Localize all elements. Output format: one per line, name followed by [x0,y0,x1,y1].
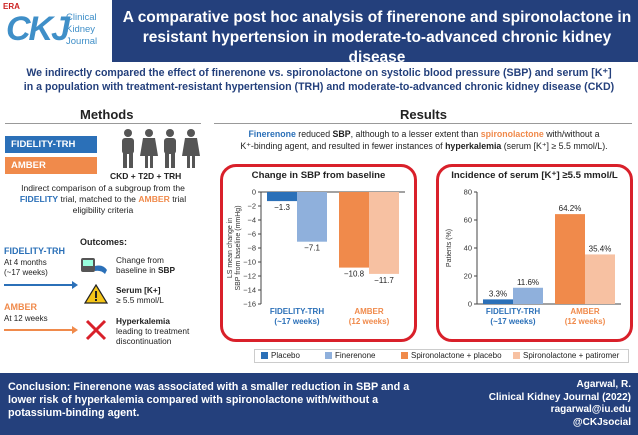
sbp-chart-y-tick-label: −6 [247,230,256,239]
results-divider [214,123,632,124]
footer-banner: Conclusion: Finerenone was associated wi… [0,373,638,435]
intro-text: We indirectly compared the effect of fin… [23,67,615,93]
potassium-chart: Patients (%) 0 20 40 60 80 3.3% 11.6% FIDELITY-T… [446,188,621,326]
era-logo-text: ERA [3,2,20,11]
journal-logo: ERA CKJ Clinical Kidney Journal [0,0,112,62]
timeline-fidelity-label: FIDELITY-TRH [4,246,65,256]
potassium-chart-data-label: 3.3% [489,289,507,298]
page-title: A comparative post hoc analysis of finer… [122,9,632,66]
social-handle-link[interactable]: @CKJsocial [572,416,631,428]
cross-icon [85,319,107,341]
potassium-chart-y-tick-label: 40 [464,244,472,253]
citation: Agarwal, R. Clinical Kidney Journal (202… [488,379,631,428]
methods-description: Indirect comparison of a subgroup from t… [19,183,187,215]
amber-arrow-icon [4,326,78,334]
sbp-chart-data-label: −11.7 [374,276,394,285]
potassium-chart-y-tick-label: 0 [468,300,472,309]
potassium-chart-bar [585,254,615,304]
potassium-chart-group-label: AMBER [570,307,600,316]
outcome-sbp: Change from baseline in SBP [116,255,176,275]
sbp-chart-bar [339,192,369,268]
sbp-chart-y-tick-label: −2 [247,202,256,211]
legend-swatch-spiro-patiromer [513,352,520,359]
header-banner: ERA CKJ Clinical Kidney Journal A compar… [0,0,638,66]
sbp-chart-data-label: −1.3 [274,203,290,212]
potassium-chart-y-tick-label: 80 [464,188,472,197]
potassium-chart-panel [436,164,633,342]
population-label: CKD + T2D + TRH [110,171,182,181]
timeline-fidelity-when: At 4 months (~17 weeks) [4,258,48,277]
potassium-chart-bar [513,287,543,304]
legend-swatch-finerenone [325,352,332,359]
sbp-chart-y-axis-label-line2: SBP from baseline (mmHg) [235,205,242,290]
sbp-chart-y-tick-label: −14 [243,286,256,295]
fidelity-trh-pill: FIDELITY-TRH [5,136,97,153]
legend-swatch-spiro-placebo [401,352,408,359]
sbp-chart-title: Change in SBP from baseline [251,170,386,181]
sbp-chart-bar [297,192,327,242]
blood-pressure-monitor-icon [81,258,107,274]
timeline-amber-when: At 12 weeks [4,314,48,323]
potassium-chart-data-label: 35.4% [589,244,612,253]
potassium-chart-group-label: FIDELITY-TRH [486,307,540,316]
sbp-chart-data-label: −10.8 [344,270,365,279]
potassium-chart-y-axis-label: Patients (%) [446,229,453,267]
sbp-chart-y-tick-label: −8 [247,244,256,253]
potassium-chart-group-sublabel: (12 weeks) [565,317,606,326]
sbp-chart-y-tick-label: −12 [243,272,256,281]
outcome-hyperkalemia: Hyperkalemia leading to treatment discon… [116,316,190,346]
outcome-serum-k: Serum [K+] ≥ 5.5 mmol/L [116,285,164,305]
amber-pill: AMBER [5,157,97,174]
author-email-link[interactable]: ragarwal@iu.edu [550,404,631,415]
sbp-chart-panel [220,164,417,342]
potassium-chart-bar [555,214,585,304]
legend-item-spiro-placebo: Spironolactone + placebo [401,350,502,362]
patient-silhouettes-icon [122,129,200,168]
sbp-chart-y-tick-label: 0 [252,188,256,197]
timeline-amber-label: AMBER [4,302,37,312]
sbp-chart: LS mean change inSBP from baseline (mmHg… [227,188,405,326]
sbp-chart-group-label: AMBER [354,307,384,316]
legend-swatch-placebo [261,352,268,359]
potassium-chart-y-tick-label: 20 [464,272,472,281]
ckj-logo-mark: CKJ [6,10,70,48]
potassium-chart-data-label: 11.6% [517,278,539,287]
legend-item-spiro-patiromer: Spironolactone + patiromer [513,350,619,362]
sbp-chart-group-sublabel: (~17 weeks) [274,317,319,326]
sbp-chart-y-tick-label: −16 [243,300,256,309]
potassium-chart-data-label: 64.2% [559,204,582,213]
results-summary: Finerenone reduced SBP, although to a le… [240,129,608,151]
potassium-chart-y-axis-label-line1: Patients (%) [446,229,453,267]
fidelity-arrow-icon [4,281,78,289]
potassium-chart-bar [483,299,513,304]
conclusion-text: Conclusion: Finerenone was associated wi… [8,381,410,419]
sbp-chart-bar [369,192,399,274]
sbp-chart-y-axis-label-line1: LS mean change in [227,218,234,278]
results-heading: Results [400,107,447,122]
methods-heading: Methods [80,107,134,122]
sbp-chart-bar [267,192,297,202]
sbp-chart-group-sublabel: (12 weeks) [349,317,390,326]
legend-item-placebo: Placebo [261,350,300,362]
potassium-chart-group-sublabel: (~17 weeks) [490,317,535,326]
journal-name: Clinical Kidney Journal [66,12,98,47]
warning-icon [84,284,108,304]
chart-legend: Placebo Finerenone Spironolactone + plac… [254,349,629,363]
sbp-chart-y-axis-label: LS mean change inSBP from baseline (mmHg… [227,205,242,290]
sbp-chart-group-label: FIDELITY-TRH [270,307,324,316]
sbp-chart-data-label: −7.1 [304,244,320,253]
potassium-chart-title: Incidence of serum [K⁺] ≥5.5 mmol/L [451,170,618,181]
potassium-chart-y-tick-label: 60 [464,216,472,225]
sbp-chart-y-tick-label: −4 [247,216,256,225]
methods-divider [5,123,201,124]
outcomes-heading: Outcomes: [80,237,128,247]
sbp-chart-y-tick-label: −10 [243,258,256,267]
legend-item-finerenone: Finerenone [325,350,375,362]
